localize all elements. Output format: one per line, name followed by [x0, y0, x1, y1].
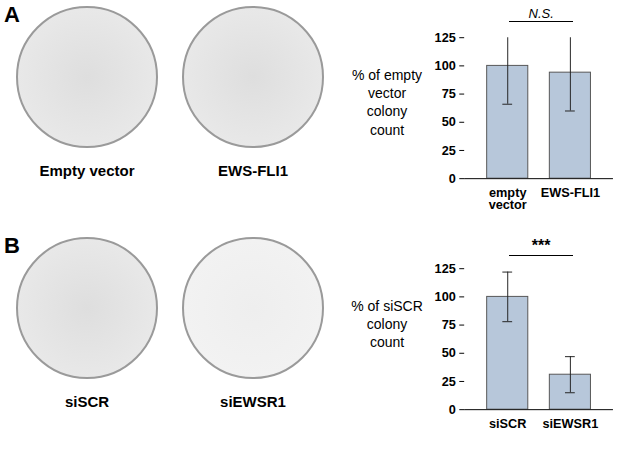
html-text:B: B [4, 233, 20, 258]
svg-text:75: 75 [442, 317, 456, 332]
svg-text:0: 0 [449, 171, 456, 186]
svg-text:emptyvector: emptyvector [489, 185, 527, 213]
html-text:Empty vector: Empty vector [39, 162, 135, 179]
svg-text:0: 0 [449, 402, 456, 417]
html-text:A: A [4, 2, 20, 27]
svg-text:siSCR: siSCR [489, 416, 526, 431]
html-text:N.S.: N.S. [528, 6, 554, 21]
html-text:% of empty vector colony count: % of empty vector colony count [352, 67, 422, 138]
html-text:EWS-FLI1: EWS-FLI1 [218, 162, 288, 179]
html-text:siSCR: siSCR [64, 393, 110, 410]
svg-text:50: 50 [442, 114, 456, 129]
svg-text:siEWSR1: siEWSR1 [543, 416, 599, 431]
svg-text:100: 100 [435, 289, 456, 304]
svg-text:25: 25 [442, 374, 456, 389]
html-text:% of siSCR colony count: % of siSCR colony count [351, 298, 423, 351]
svg-text:125: 125 [435, 261, 456, 276]
svg-text:75: 75 [442, 86, 456, 101]
svg-text:25: 25 [442, 143, 456, 158]
svg-text:50: 50 [442, 345, 456, 360]
svg-text:100: 100 [435, 58, 456, 73]
html-text:siEWSR1: siEWSR1 [220, 393, 286, 410]
svg-text:EWS-FLI1: EWS-FLI1 [541, 185, 600, 200]
svg-text:125: 125 [435, 30, 456, 45]
